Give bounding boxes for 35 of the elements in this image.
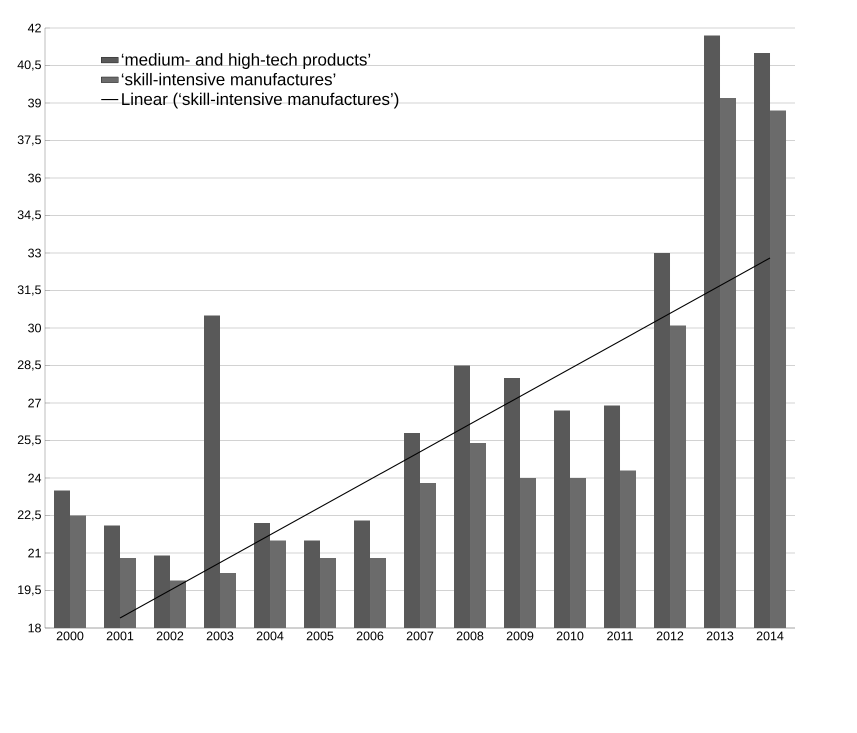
x-tick-label: 2009 — [506, 632, 534, 640]
x-tick-label: 2012 — [656, 632, 684, 640]
legend-label: ‘medium- and high-tech products’ — [122, 53, 370, 69]
y-tick-label: 19,5 — [18, 585, 41, 596]
y-tick-label: 36 — [28, 174, 41, 182]
y-tick-label: 37,5 — [18, 135, 41, 146]
x-tick-label: 2006 — [356, 632, 384, 640]
y-tick-label: 25,5 — [18, 435, 41, 446]
x-tick-label: 2001 — [106, 632, 134, 640]
legend-label: ‘skill-intensive manufactures’ — [122, 72, 336, 86]
x-tick-label: 2000 — [56, 632, 84, 640]
y-tick-label: 34,5 — [18, 210, 41, 221]
x-tick-label: 2010 — [556, 632, 584, 640]
y-tick-label: 40,5 — [18, 60, 41, 71]
y-tick-label: 39 — [28, 98, 41, 108]
x-tick-label: 2004 — [256, 632, 284, 640]
y-tick-label: 21 — [28, 548, 41, 558]
x-tick-label: 2011 — [607, 632, 633, 640]
x-tick-label: 2014 — [756, 632, 784, 640]
y-tick-label: 33 — [28, 248, 41, 258]
x-tick-label: 2002 — [156, 632, 184, 640]
y-tick-label: 22,5 — [18, 510, 41, 521]
legend-label: Linear (‘skill-intensive manufactures’) — [122, 92, 398, 108]
x-tick-label: 2003 — [206, 632, 234, 640]
y-tick-label: 18 — [28, 624, 41, 632]
x-tick-label: 2008 — [456, 632, 484, 640]
y-tick-label: 27 — [28, 398, 41, 408]
y-tick-label: 42 — [28, 24, 41, 32]
y-tick-label: 30 — [28, 324, 41, 332]
y-tick-label: 28,5 — [18, 360, 41, 371]
y-tick-label: 31,5 — [18, 285, 41, 296]
x-tick-label: 2007 — [406, 632, 434, 640]
x-tick-label: 2005 — [306, 632, 334, 640]
x-tick-label: 2013 — [706, 632, 734, 640]
y-tick-label: 24 — [28, 474, 42, 482]
